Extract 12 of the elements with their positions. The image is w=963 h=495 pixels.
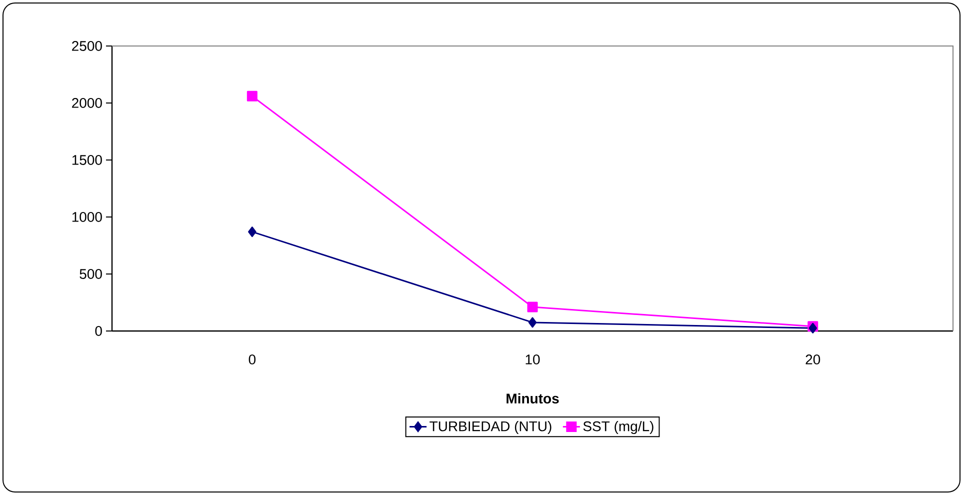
y-tick-label: 1500: [72, 155, 102, 165]
x-tick-label: 0: [248, 354, 256, 364]
x-tick-label: 20: [806, 354, 820, 364]
y-tick-label: 0: [95, 326, 102, 336]
x-axis-title: Minutos: [506, 393, 559, 404]
legend-label: SST (mg/L): [583, 420, 654, 434]
y-tick-label: 2500: [72, 41, 102, 51]
y-tick-label: 2000: [72, 98, 102, 108]
y-tick-label: 1000: [72, 212, 102, 222]
y-tick-label: 500: [80, 269, 102, 279]
x-tick-label: 10: [526, 354, 540, 364]
legend-label: TURBIEDAD (NTU): [430, 420, 552, 434]
